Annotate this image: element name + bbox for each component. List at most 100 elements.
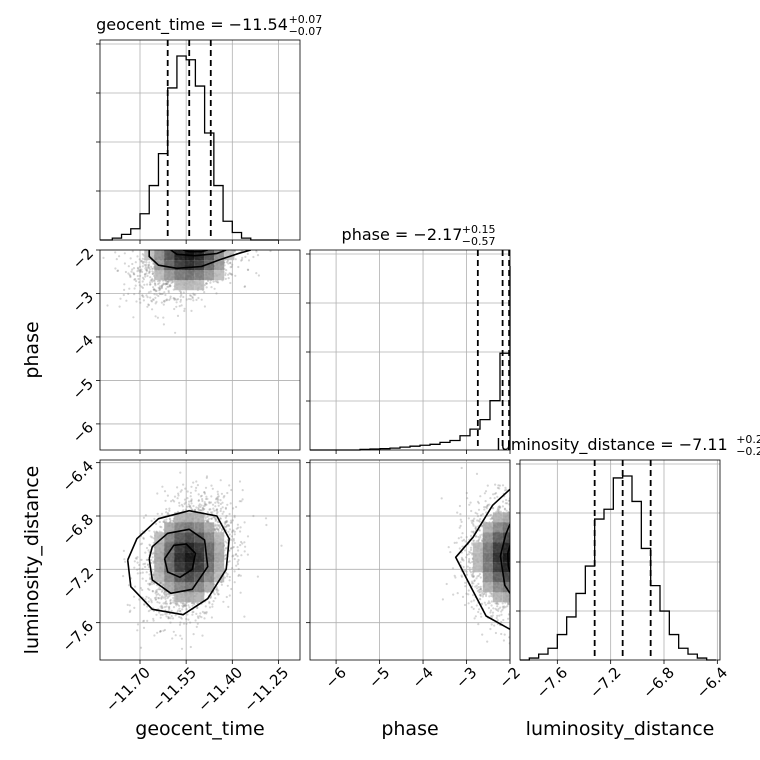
density-cell <box>164 260 175 271</box>
scatter-point <box>200 222 202 224</box>
scatter-point <box>171 281 175 284</box>
scatter-point <box>171 617 175 620</box>
scatter-point <box>201 220 203 222</box>
scatter-point <box>191 244 193 246</box>
scatter-point <box>194 224 196 226</box>
scatter-point <box>170 245 172 247</box>
scatter-point <box>209 244 211 246</box>
scatter-point <box>139 270 142 274</box>
scatter-point <box>155 237 157 239</box>
density-cell <box>164 250 175 251</box>
scatter-point <box>182 247 184 249</box>
scatter-point <box>217 233 219 235</box>
scatter-point <box>179 220 181 222</box>
scatter-point <box>177 224 179 226</box>
scatter-point <box>155 598 158 601</box>
scatter-point <box>173 495 177 498</box>
scatter-point <box>178 237 180 239</box>
scatter-point <box>162 228 164 230</box>
scatter-point <box>149 224 151 226</box>
scatter-point <box>152 219 154 221</box>
scatter-point <box>167 617 170 620</box>
scatter-point <box>214 223 216 225</box>
scatter-point <box>140 260 143 263</box>
scatter-point <box>225 217 227 219</box>
scatter-point <box>204 231 206 233</box>
panel-title-phase: phase = −2.17 <box>342 225 463 244</box>
scatter-point <box>147 303 150 306</box>
scatter-point <box>147 610 150 613</box>
scatter-point <box>141 262 145 265</box>
scatter-point <box>222 235 224 237</box>
scatter-point <box>145 268 149 271</box>
scatter-point <box>177 241 179 243</box>
scatter-point <box>200 231 202 233</box>
scatter-point <box>157 243 159 245</box>
scatter-point <box>215 218 217 220</box>
scatter-point <box>208 602 211 605</box>
scatter-point <box>204 605 207 608</box>
scatter-point <box>221 244 223 246</box>
scatter-point <box>206 238 208 240</box>
scatter-point <box>214 280 217 283</box>
scatter-point <box>174 244 176 246</box>
scatter-point <box>224 547 227 550</box>
scatter-point <box>221 501 224 504</box>
scatter-point <box>235 527 238 530</box>
scatter-point <box>155 300 158 303</box>
scatter-point <box>191 295 194 298</box>
scatter-point <box>174 234 176 236</box>
scatter-point <box>202 245 204 247</box>
scatter-point <box>152 298 155 301</box>
scatter-point <box>217 498 220 501</box>
scatter-point <box>132 271 135 274</box>
scatter-point <box>239 574 242 577</box>
scatter-point <box>145 294 148 297</box>
scatter-point <box>192 481 195 484</box>
scatter-point <box>159 605 162 608</box>
scatter-point <box>154 236 156 238</box>
scatter-point <box>253 244 255 246</box>
scatter-point <box>229 281 232 285</box>
scatter-point <box>187 227 189 229</box>
scatter-point <box>176 298 180 301</box>
scatter-point <box>167 289 170 292</box>
scatter-point <box>156 242 158 244</box>
scatter-point <box>151 589 154 593</box>
scatter-point <box>211 243 213 245</box>
scatter-point <box>227 277 230 280</box>
scatter-point <box>206 228 208 230</box>
scatter-point <box>190 229 192 231</box>
scatter-point <box>152 298 155 301</box>
scatter-point <box>208 517 211 520</box>
scatter-point <box>116 269 120 272</box>
scatter-point <box>210 616 213 619</box>
scatter-point <box>208 227 210 229</box>
scatter-point <box>201 245 203 247</box>
scatter-point <box>168 246 170 248</box>
scatter-point <box>216 238 218 240</box>
scatter-point <box>142 619 146 622</box>
scatter-point <box>234 236 236 238</box>
scatter-point <box>189 298 192 301</box>
scatter-point <box>172 238 174 240</box>
scatter-point <box>157 286 160 289</box>
scatter-point <box>159 613 162 616</box>
scatter-point <box>124 560 127 563</box>
density-cell <box>154 230 164 240</box>
scatter-point <box>187 618 190 621</box>
scatter-point <box>204 503 207 506</box>
density-cell <box>204 270 215 281</box>
scatter-point <box>210 247 212 249</box>
scatter-point <box>197 237 199 239</box>
scatter-point <box>156 492 159 495</box>
scatter-point <box>187 243 189 245</box>
scatter-point <box>210 495 213 498</box>
scatter-point <box>181 242 183 244</box>
scatter-point <box>198 224 200 226</box>
scatter-point <box>158 611 161 614</box>
scatter-point <box>178 240 180 242</box>
scatter-point <box>217 243 219 245</box>
scatter-point <box>200 228 202 230</box>
scatter-point <box>213 516 216 519</box>
